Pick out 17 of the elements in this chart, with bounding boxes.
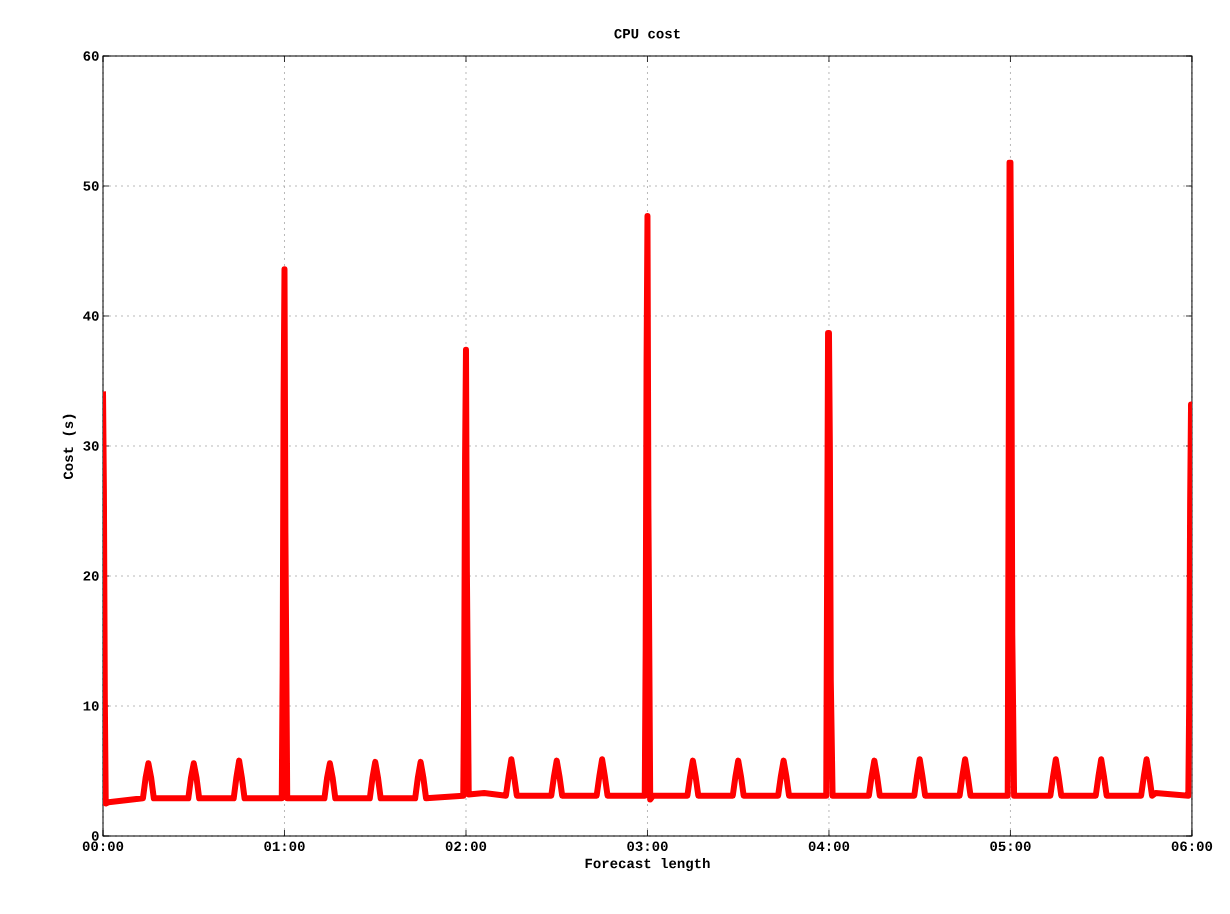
x-axis-title: Forecast length: [585, 857, 710, 872]
x-tick-label: 05:00: [990, 841, 1031, 852]
chart-title: CPU cost: [614, 28, 680, 39]
x-tick-label: 01:00: [264, 841, 305, 852]
y-axis-title: Cost (s): [62, 414, 76, 480]
y-tick-label: 60: [83, 51, 99, 61]
y-tick-label: 50: [83, 181, 99, 191]
y-tick-label: 30: [83, 441, 99, 451]
y-tick-label: 40: [83, 311, 99, 321]
x-tick-label: 02:00: [445, 841, 487, 852]
x-tick-label: 04:00: [808, 841, 850, 852]
x-tick-label: 03:00: [627, 841, 668, 852]
y-tick-label: 0: [91, 831, 99, 841]
x-tick-label: 00:00: [82, 841, 124, 852]
x-tick-label: 06:00: [1171, 841, 1213, 852]
y-tick-label: 10: [83, 701, 99, 711]
y-tick-label: 20: [83, 571, 99, 581]
